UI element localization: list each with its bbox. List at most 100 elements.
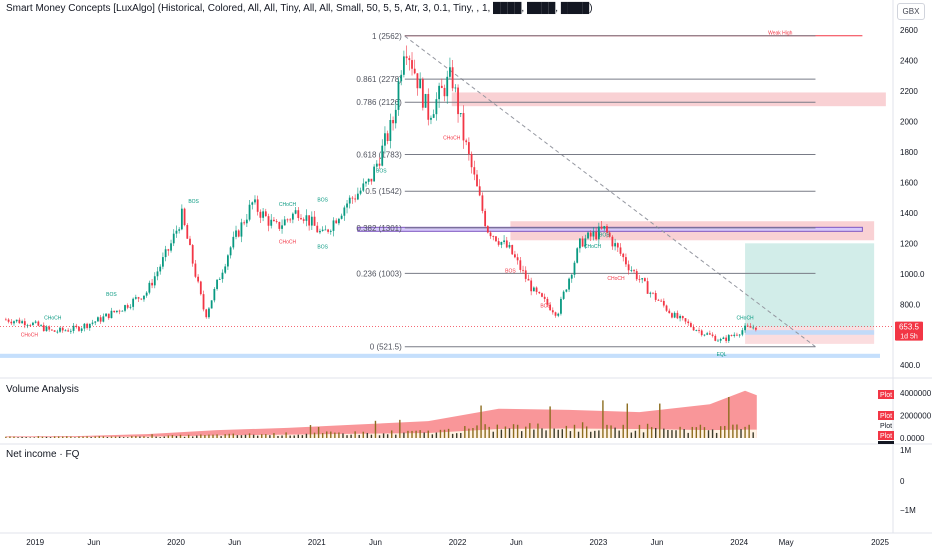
volume-bar [427,430,429,438]
volume-bar [135,436,137,438]
candle-body [175,230,178,234]
volume-bar [687,432,689,438]
volume-bar [269,435,271,438]
indicator-title[interactable]: Smart Money Concepts [LuxAlgo] (Historic… [6,3,593,14]
candle-body [229,247,232,256]
candle-body [570,274,573,279]
net-income-pane-title[interactable]: Net income · FQ [6,449,80,460]
candle-body [638,279,641,281]
candle-body [180,208,183,230]
volume-bar [131,436,133,438]
candle-body [465,140,468,143]
candle-body [476,174,478,187]
candle-body [503,240,505,243]
candle-body [267,216,270,226]
candle-body [695,330,698,331]
volume-bar [118,436,121,438]
smc-annotations: Weak High BOS CHoCH CHoCH BOS BOS BOS CHoCH BOS C… [21,31,793,358]
volume-bar [732,424,734,438]
candle-body [4,319,7,321]
price-tick-label: 2000 [900,117,918,126]
time-tick-label: Jun [87,538,100,547]
volume-bar [261,434,263,438]
candle-body [29,325,32,326]
candle-body [457,87,459,115]
candle-body [749,326,752,328]
candle-body [97,317,99,322]
volume-bar [216,434,218,438]
volume-bar [740,429,742,438]
candle-body [733,334,736,336]
candle-body [194,263,197,277]
volume-bar [634,430,637,438]
candle-body [105,313,107,317]
volume-bar [228,433,230,438]
volume-bar [49,437,52,438]
time-tick-label: 2019 [26,538,44,547]
volume-bar [679,426,681,438]
volume-bar [614,427,616,438]
volume-bar [537,423,539,438]
candle-body [597,226,600,240]
candle-body [124,305,126,311]
candle-body [23,321,26,326]
candle-body [421,79,424,108]
candle-body [115,310,118,313]
candle-body [278,221,281,229]
candle-body [45,326,48,332]
volume-bar [289,435,291,438]
volume-bar [313,432,316,438]
candle-body [300,218,302,220]
candle-body [243,222,246,224]
candle-body [145,292,148,296]
candle-body [264,211,267,217]
volume-bar [252,434,255,438]
candle-body [356,193,359,200]
volume-bar [13,436,15,438]
candle-body [687,321,690,324]
volume-bar [17,437,19,438]
candle-body [346,203,348,208]
candle-body [13,321,15,324]
volume-pane: 4000000 2000000 0.0000 Plot Plot Plot Plot [5,389,932,444]
volume-bar [419,430,421,438]
candle-body [297,210,300,219]
net-income-axis-label: 0 [900,477,905,486]
candle-body [134,297,137,299]
currency-badge[interactable]: GBX [897,3,925,20]
volume-bar [374,420,377,438]
volume-bar [403,432,405,438]
volume-bar [66,436,68,438]
smc-label: EQL [717,352,727,358]
volume-bar [610,425,612,438]
candle-body [573,262,576,275]
candle-body [213,288,216,301]
volume-bar [667,429,669,438]
smc-label: CHoCH [44,316,62,322]
candle-body [72,325,75,331]
candle-body [67,330,70,332]
volume-bar [74,437,76,438]
candle-body [137,297,140,299]
volume-bar [683,429,685,438]
volume-bar [86,436,88,438]
volume-bar [516,424,519,438]
candle-body [700,330,703,336]
candle-body [551,310,554,313]
candle-body [286,219,289,221]
volume-axis-label: 0.0000 [900,434,925,443]
volume-bar [606,424,608,438]
target-zone [745,243,875,328]
trend-line [404,35,816,348]
candle-body [359,190,362,194]
candle-body [291,213,294,220]
candle-body [654,293,657,300]
volume-bar [139,436,141,438]
candle-body [348,197,351,204]
volume-pane-title[interactable]: Volume Analysis [6,384,79,395]
candle-body [262,211,264,218]
fib-level-label: 0.786 (2126) [356,98,402,107]
order-block [357,226,863,232]
candle-body [419,79,422,89]
